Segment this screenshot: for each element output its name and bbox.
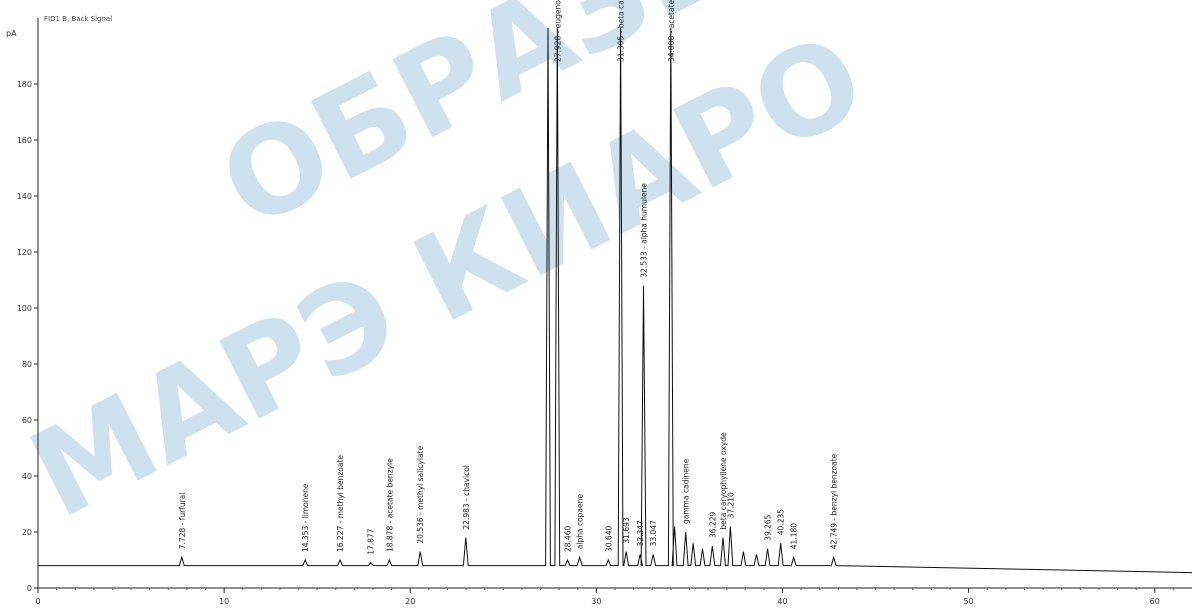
peak-label: 30.640 xyxy=(604,526,613,552)
y-tick-label: 80 xyxy=(22,360,32,369)
x-tick-label: 20 xyxy=(405,597,415,606)
peak-label: 34.008 - acetate eugenyle xyxy=(667,0,676,62)
y-tick-label: 40 xyxy=(22,472,32,481)
peak-label: 27.928 - eugenol xyxy=(553,0,562,62)
y-tick-label: 100 xyxy=(17,304,32,313)
peak-label: 28.460 xyxy=(564,526,573,552)
y-tick-label: 0 xyxy=(27,584,32,593)
peak-label: 31.693 xyxy=(622,517,631,543)
peak-label: 20.536 - methyl salicylate xyxy=(416,446,425,544)
x-tick-label: 50 xyxy=(964,597,974,606)
y-tick-label: 20 xyxy=(22,528,32,537)
peak-label: 14.353 - limonene xyxy=(301,483,310,552)
peak-label: 36.229 xyxy=(708,512,717,538)
peak-label: 7.728 - furfural xyxy=(178,493,187,550)
peak-label: 42.749 - benzyl benzoate xyxy=(830,453,839,549)
peak-label: 33.047 xyxy=(649,520,658,546)
signal-trace xyxy=(38,27,1193,574)
y-tick-label: 140 xyxy=(17,192,32,201)
y-tick-label: 180 xyxy=(17,80,32,89)
peak-label: alpha copaene xyxy=(576,494,585,550)
peak-label: gamma cadinene xyxy=(682,458,691,524)
peak-label: 37.210 xyxy=(726,492,735,518)
axes xyxy=(37,18,1192,589)
peak-label: 18.878 - acetate benzyle xyxy=(385,458,394,552)
peak-label: 41.180 xyxy=(790,523,799,549)
x-tick-label: 0 xyxy=(35,597,40,606)
y-tick-label: 60 xyxy=(22,416,32,425)
peak-label: 40.235 xyxy=(777,509,786,535)
y-tick-label: 160 xyxy=(17,136,32,145)
x-tick-label: 60 xyxy=(1150,597,1160,606)
peak-label: 16.227 - methyl benzoate xyxy=(336,455,345,552)
chart-header: FID1 B, Back Signal xyxy=(44,15,112,23)
peak-label: beta caryophyllene oxyde xyxy=(719,432,728,530)
peak-labels: 7.728 - furfural 14.353 - limonene 16.227 … xyxy=(178,0,839,555)
x-tick-label: 40 xyxy=(777,597,787,606)
peak-label: 32.533 - alpha humulene xyxy=(640,183,649,278)
ticks: 0 20 40 60 80 100 120 140 160 180 0 10 20 30 40 50 60 xyxy=(17,80,1174,606)
peak-label: 17.877 xyxy=(367,528,376,554)
x-tick-label: 10 xyxy=(219,597,229,606)
peak-label: 32.347 xyxy=(636,520,645,546)
peak-label: 31.305 - beta caryophyllene xyxy=(617,0,626,62)
y-axis-unit: pA xyxy=(6,29,17,38)
peak-label: 39.265 xyxy=(764,514,773,540)
peak-label: 22.983 - chavicol xyxy=(462,465,471,530)
y-tick-label: 120 xyxy=(17,248,32,257)
x-tick-label: 30 xyxy=(591,597,601,606)
